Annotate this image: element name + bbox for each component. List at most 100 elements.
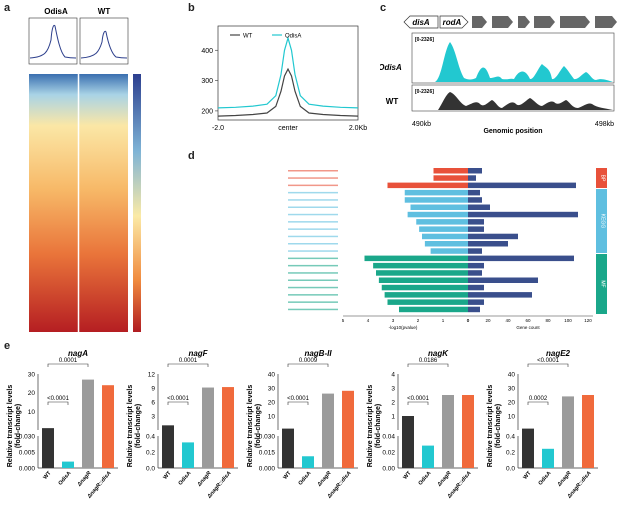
count-bar <box>468 270 482 276</box>
term-label <box>288 221 338 223</box>
legend-label: OdisA <box>285 34 301 40</box>
panel-letter-c: c <box>380 2 387 14</box>
y-tick-label: 300 <box>201 78 213 85</box>
category-label: ΔnagR <box>316 470 332 488</box>
bar <box>302 456 314 468</box>
sig-label: 0.0001 <box>59 358 78 364</box>
y-tick-label: 30 <box>268 386 276 393</box>
x-tick-label: center <box>278 125 298 132</box>
count-bar <box>468 175 476 181</box>
col-label-wt: WT <box>98 7 111 16</box>
bar <box>102 385 114 468</box>
y-axis-label: (fold-change) <box>255 404 262 448</box>
category-label: ΔnagR <box>556 470 572 488</box>
track-signal-wt <box>413 92 613 110</box>
count-bar <box>468 241 508 247</box>
y-tick-label: 6 <box>151 400 155 407</box>
count-bar <box>468 248 482 254</box>
right-tick-label: 0 <box>467 318 470 323</box>
count-bar <box>468 262 484 269</box>
bar <box>222 387 234 468</box>
sig-label: <0.0001 <box>407 396 430 402</box>
bar <box>422 445 434 468</box>
subchart-nagf: nagF 3 6 9 12 0.0 0.2 0.4 Relative transcript le… <box>127 349 238 500</box>
left-tick-label: 3 <box>392 318 395 323</box>
term-label <box>288 243 338 245</box>
x-right-label: Gene count <box>516 325 540 330</box>
count-bar <box>468 284 484 291</box>
count-bar <box>468 168 482 174</box>
right-tick-label: 100 <box>564 318 572 323</box>
series-line-wt <box>217 67 359 117</box>
count-bar <box>468 189 480 196</box>
category-label: WT <box>402 470 413 481</box>
term-label <box>288 184 338 187</box>
subchart-title: nagF <box>188 349 208 358</box>
count-bar <box>468 182 576 189</box>
y-tick-label: 0.0 <box>146 466 155 473</box>
term-label <box>288 170 338 172</box>
enrichment-bar <box>364 255 468 262</box>
category-bar-kegg <box>596 189 607 253</box>
sig-label: 0.0001 <box>179 358 198 364</box>
subchart-title: nagE2 <box>546 349 571 358</box>
y-tick-label: 0.2 <box>506 450 515 457</box>
enrichment-bar <box>387 182 468 189</box>
panel-d-enrichment: BP KEGG MF 5 4 3 2 1 00 20 40 60 80 100 120 -log10(… <box>288 168 607 330</box>
term-label <box>288 264 338 267</box>
panel-letter-d: d <box>188 150 195 162</box>
col-label-odisa: OdisA <box>44 7 68 16</box>
term-label <box>288 301 338 303</box>
category-label-mf: MF <box>600 280 606 287</box>
subchart-naga: nagA 10 20 30 0.000 0.005 0.030 Relative transc… <box>7 349 118 500</box>
count-bar <box>468 226 484 232</box>
right-tick-label: 80 <box>545 318 551 323</box>
profile-box-wt <box>79 17 129 65</box>
y-tick-label: 10 <box>508 414 516 421</box>
panel-letter-b: b <box>188 2 195 14</box>
y-tick-label: 20 <box>268 400 276 407</box>
panel-a-heatmap: OdisA WT <box>28 7 141 332</box>
count-bar <box>468 211 578 218</box>
enrichment-bar <box>422 233 468 240</box>
subchart-title: nagA <box>68 349 88 358</box>
sig-label: 0.0186 <box>419 358 438 364</box>
bar <box>82 379 94 468</box>
y-axis-label: Relative transcript levels <box>247 385 254 468</box>
y-tick-label: 0.4 <box>146 434 155 441</box>
bar <box>62 461 74 468</box>
count-bar <box>468 204 490 210</box>
y-axis-label: Relative transcript levels <box>367 385 374 468</box>
enrichment-bar <box>407 211 468 218</box>
x-start-label: 490kb <box>412 121 431 128</box>
enrichment-bar <box>404 189 468 196</box>
sig-bracket <box>527 401 549 405</box>
track-signal-odisa <box>413 42 613 82</box>
sig-bracket <box>167 401 189 405</box>
bar <box>582 395 594 468</box>
term-labels <box>288 170 338 311</box>
category-label: WT <box>162 470 173 481</box>
subchart-nagk: nagK 1 2 3 4 0.00 0.02 0.04 Relative transcript … <box>367 349 478 500</box>
sig-bracket <box>407 401 429 405</box>
sig-label: <0.0001 <box>47 396 70 402</box>
y-tick-label: 4 <box>391 372 395 379</box>
left-tick-label: 4 <box>367 318 370 323</box>
right-tick-label: 40 <box>505 318 511 323</box>
y-tick-label: 9 <box>151 386 155 393</box>
bar <box>542 448 554 468</box>
x-tick-label: 2.0Kb <box>349 125 367 132</box>
y-tick-label: 0.02 <box>382 450 395 457</box>
term-label <box>288 228 338 230</box>
y-axis-label: (fold-change) <box>495 404 502 448</box>
y-axis-label: (fold-change) <box>375 404 382 448</box>
count-bar <box>468 277 538 283</box>
term-label <box>288 206 338 208</box>
sig-label: <0.0001 <box>167 396 190 402</box>
sig-bracket <box>167 363 209 367</box>
count-bar <box>468 233 518 240</box>
category-bar-mf <box>596 254 607 314</box>
enrichment-bar <box>404 197 468 203</box>
category-label: ΔnagR <box>436 470 452 488</box>
sig-bracket <box>287 363 329 367</box>
